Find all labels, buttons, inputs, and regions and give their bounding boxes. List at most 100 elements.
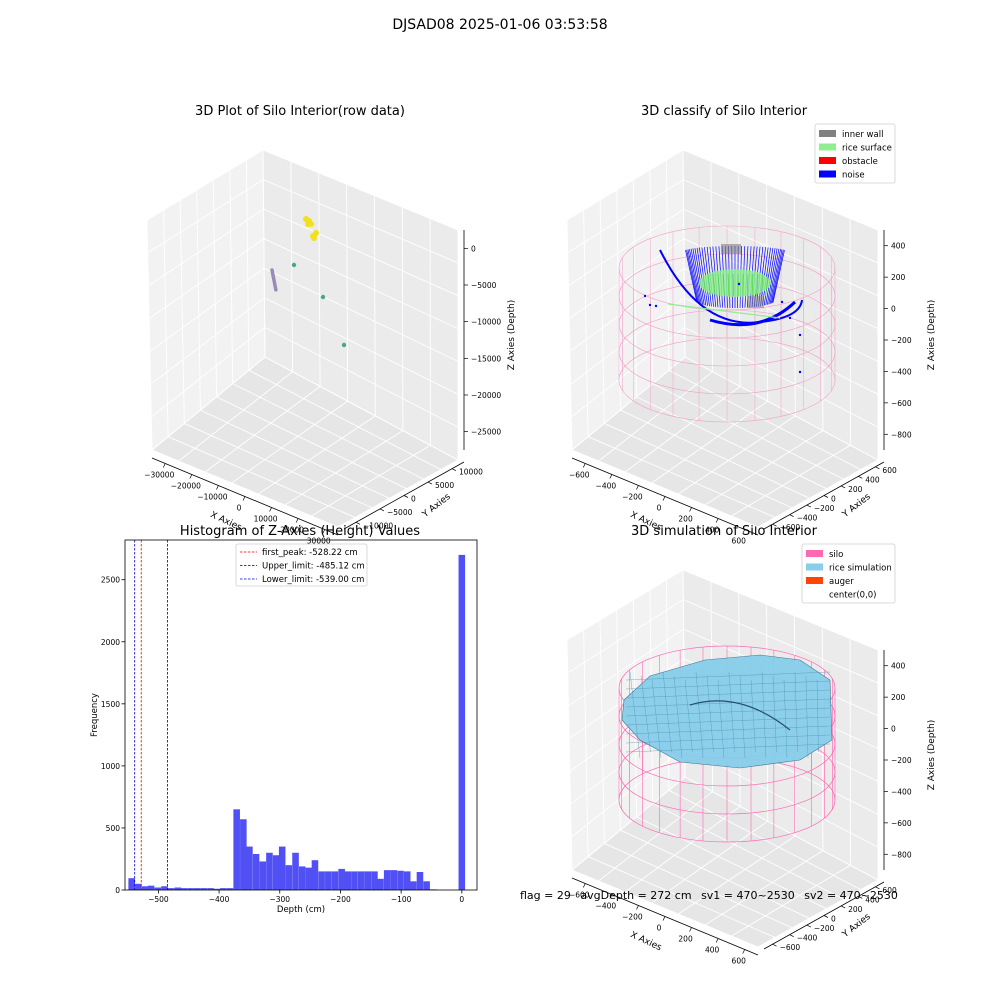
p4-y-tick-label: −200 <box>814 924 835 933</box>
p3-bar <box>278 846 286 890</box>
panel1-title: 3D Plot of Silo Interior(row data) <box>195 104 405 119</box>
p3-bar <box>141 886 149 890</box>
p4-rice-fold <box>689 700 791 731</box>
p1-x-tick-label: −20000 <box>171 482 201 491</box>
p2-noise-ray <box>692 248 703 305</box>
p3-y-label: Frequency <box>90 693 100 737</box>
p2-legend-label: inner wall <box>842 130 883 140</box>
panel2-classify-3d: −600−400−2000200400600−600−400−200020040… <box>566 123 937 546</box>
p3-bar <box>403 871 411 890</box>
p1-pane-left <box>147 150 265 450</box>
p2-y-label: Y Axies <box>840 492 873 521</box>
p3-bar <box>272 855 280 890</box>
p2-noise-point <box>654 304 658 308</box>
panel4-simulation-3d: −600−400−2000200400600−600−400−200020040… <box>566 543 937 966</box>
p1-grid-y <box>163 209 356 518</box>
p2-x-tick <box>609 474 613 479</box>
p3-bar <box>292 852 299 890</box>
p3-bar <box>377 878 384 890</box>
p2-grid-y <box>665 159 862 470</box>
p2-noise-point <box>643 294 647 298</box>
p4-rice-mesh <box>625 689 831 699</box>
p2-rice-line <box>751 273 754 297</box>
p4-rice-mesh <box>625 707 831 717</box>
p1-point-green <box>291 262 297 268</box>
p3-legend-label: Lower_limit: -539.00 cm <box>262 575 364 585</box>
p4-x-tick <box>662 916 666 921</box>
p2-noise-point <box>788 316 792 320</box>
p3-x-label: Depth (cm) <box>277 905 325 915</box>
p1-y-tick <box>451 468 457 472</box>
p4-rice-mesh <box>772 675 777 753</box>
p2-y-tick <box>840 485 846 489</box>
p2-y-tick-label: −600 <box>780 523 801 532</box>
p3-bar <box>331 871 339 890</box>
p1-x-tick <box>295 518 299 523</box>
p1-z-tick-label: −25000 <box>471 428 501 437</box>
p2-x-tick <box>636 485 639 490</box>
p1-x-tick <box>189 474 193 479</box>
p4-rice-mesh <box>625 716 831 726</box>
p2-x-tick <box>662 496 666 501</box>
p3-bar <box>285 865 293 890</box>
p2-noise-ray <box>686 249 699 304</box>
p4-z-label: Z Axies (Depth) <box>927 720 937 791</box>
p1-pane-back <box>263 150 458 460</box>
p1-point-green <box>320 294 326 300</box>
p2-x-tick-label: 400 <box>705 526 720 535</box>
status-sv2: sv2 = 470~2530 <box>804 889 898 902</box>
p2-y-tick-label: −200 <box>814 504 835 513</box>
p1-point-purple <box>274 288 278 292</box>
p2-grid-y <box>616 189 810 499</box>
p3-bar <box>252 854 260 890</box>
p4-rice-mesh <box>717 679 725 759</box>
p1-z-label: Z Axies (Depth) <box>507 300 517 371</box>
p2-noise-ray <box>694 248 705 306</box>
p4-rice-mesh <box>673 675 683 759</box>
p4-rice-mesh <box>625 680 831 690</box>
p2-rice-line <box>765 273 769 297</box>
p2-x-tick-label: −200 <box>622 493 643 502</box>
p3-bar <box>213 888 220 890</box>
p2-noise-point <box>737 282 741 286</box>
p2-rice-line <box>722 273 725 297</box>
p3-bar <box>298 866 306 890</box>
p3-bar <box>226 888 234 890</box>
p2-legend-swatch <box>819 157 836 164</box>
p4-y-tick-label: 200 <box>848 905 863 914</box>
p2-z-label: Z Axies (Depth) <box>927 300 937 371</box>
p4-x-tick <box>715 938 719 943</box>
p3-bar <box>207 888 214 890</box>
p1-point-yellow <box>313 230 319 236</box>
p4-legend-swatch <box>806 590 823 598</box>
p4-grid-y <box>599 619 793 929</box>
p2-z-tick-label: −200 <box>891 336 912 345</box>
p2-y-tick-label: −400 <box>797 514 818 523</box>
p1-point-yellow <box>311 235 317 241</box>
p1-y-tick <box>379 508 385 512</box>
p3-bar <box>318 871 325 890</box>
p2-rice-line <box>667 303 781 319</box>
p1-x-tick-label: 20000 <box>280 526 304 535</box>
p2-rice-line <box>732 273 734 297</box>
p2-pane-back <box>683 150 878 460</box>
p3-bar <box>416 872 424 890</box>
p1-y-tick-label: 0 <box>411 495 416 504</box>
p4-rice-mesh <box>640 675 651 753</box>
p3-bar <box>220 888 227 890</box>
status-avg-depth: avgDepth = 272 cm <box>580 889 692 902</box>
p2-noise-ray <box>767 248 778 305</box>
p4-rice-mesh <box>625 698 831 708</box>
p2-rice-line <box>747 273 749 297</box>
p2-y-tick-label: 0 <box>831 495 836 504</box>
p4-legend-label: silo <box>829 550 843 560</box>
p1-y-tick-label: 10000 <box>459 468 483 477</box>
p1-y-tick <box>355 521 361 525</box>
p3-bar <box>147 885 155 890</box>
p4-rice-mesh <box>651 679 662 759</box>
p4-grid-y <box>649 589 844 900</box>
p3-bar <box>167 888 175 890</box>
p4-y-tick <box>823 915 829 918</box>
p3-y-tick-label: 2000 <box>101 638 120 647</box>
p4-x-tick-label: 400 <box>705 946 720 955</box>
